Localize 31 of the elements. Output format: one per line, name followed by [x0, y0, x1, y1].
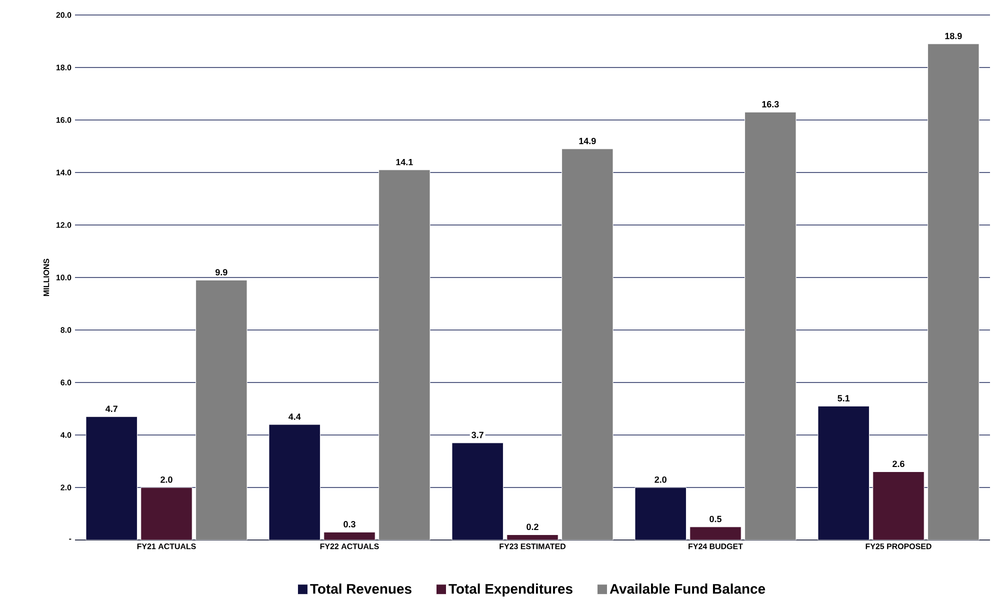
legend-label: Available Fund Balance [610, 584, 766, 594]
bar [634, 487, 686, 540]
bar [928, 44, 980, 540]
bar [872, 472, 924, 540]
data-label: 0.2 [526, 524, 538, 530]
bar [562, 148, 614, 540]
data-label: 9.9 [215, 269, 228, 276]
data-label: 5.1 [838, 395, 850, 402]
bar [690, 526, 742, 540]
data-label: 4.7 [106, 406, 118, 412]
bar [140, 487, 192, 540]
data-label: 2.6 [892, 460, 904, 468]
data-label: 18.9 [945, 32, 962, 40]
data-label: 0.3 [344, 521, 356, 528]
data-label: 14.9 [579, 138, 596, 144]
bar [268, 424, 320, 540]
data-label: 4.4 [288, 414, 301, 420]
data-label: 14.1 [396, 159, 413, 166]
data-label: 2.0 [160, 476, 172, 483]
data-label: 16.3 [762, 101, 779, 108]
legend-label: Total Revenues [310, 584, 412, 594]
bar [452, 442, 504, 540]
bar [818, 406, 870, 540]
legend-label: Total Expenditures [448, 584, 572, 597]
data-label: 2.0 [654, 476, 666, 483]
bar [196, 280, 248, 540]
data-label: 3.7 [472, 432, 484, 438]
data-label: 0.5 [710, 516, 722, 522]
bar [86, 416, 138, 540]
bar [744, 112, 796, 540]
bar [378, 170, 430, 540]
